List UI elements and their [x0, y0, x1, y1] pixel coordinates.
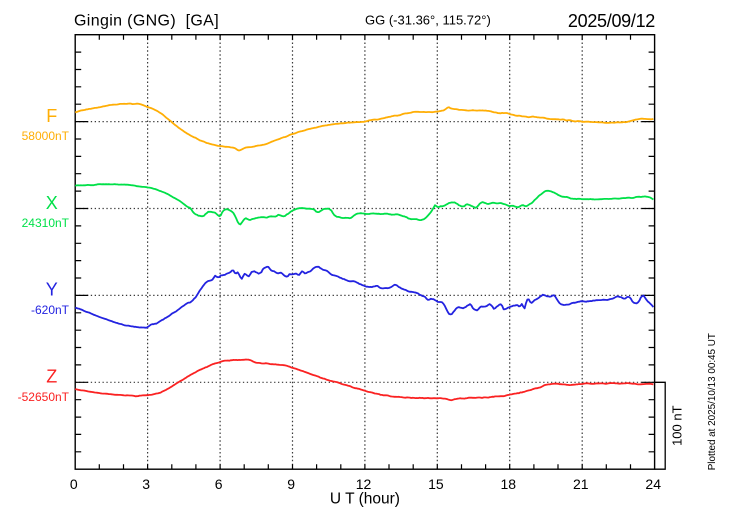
svg-text:X: X [46, 193, 58, 213]
svg-text:0: 0 [70, 476, 78, 492]
svg-text:21: 21 [573, 476, 589, 492]
svg-text:9: 9 [287, 476, 295, 492]
svg-text:24: 24 [645, 476, 661, 492]
svg-text:2025/09/12: 2025/09/12 [568, 11, 655, 31]
svg-text:3: 3 [142, 476, 150, 492]
svg-text:18: 18 [501, 476, 517, 492]
svg-text:6: 6 [215, 476, 223, 492]
svg-text:F: F [46, 106, 57, 126]
svg-text:24310nT: 24310nT [22, 216, 70, 230]
svg-text:58000nT: 58000nT [22, 129, 70, 143]
svg-text:U T (hour): U T (hour) [330, 491, 400, 508]
svg-text:Gingin (GNG) [GA]: Gingin (GNG) [GA] [74, 13, 219, 30]
svg-text:Y: Y [46, 280, 58, 300]
svg-text:Plotted at 2025/10/13 00:45 UT: Plotted at 2025/10/13 00:45 UT [707, 333, 718, 470]
svg-text:100 nT: 100 nT [670, 405, 685, 446]
svg-text:GG (-31.36°, 115.72°): GG (-31.36°, 115.72°) [365, 13, 491, 28]
svg-text:12: 12 [356, 476, 372, 492]
svg-text:-620nT: -620nT [31, 303, 70, 317]
svg-text:-52650nT: -52650nT [18, 390, 70, 404]
svg-text:Z: Z [46, 367, 57, 387]
svg-text:15: 15 [428, 476, 444, 492]
